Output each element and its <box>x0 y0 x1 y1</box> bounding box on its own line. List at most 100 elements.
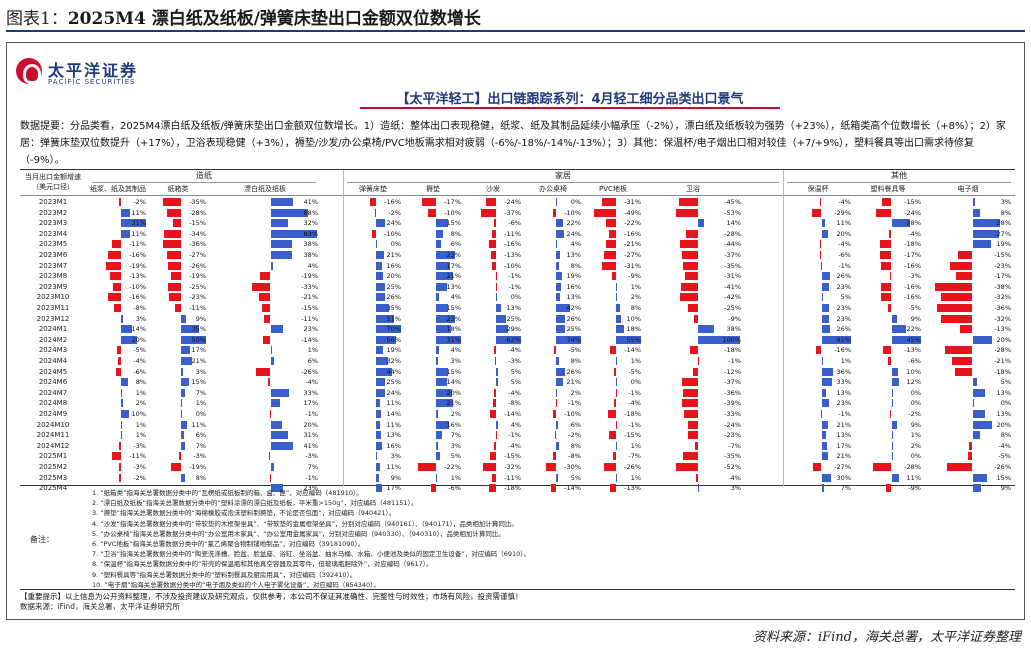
data-label: -37% <box>724 251 741 259</box>
data-label: 35% <box>386 304 401 312</box>
data-label: 23% <box>836 304 851 312</box>
data-bar <box>609 431 616 440</box>
data-bar <box>972 219 1001 228</box>
data-label: 21% <box>836 452 851 461</box>
data-bar <box>687 420 698 429</box>
data-label: 13% <box>996 388 1011 397</box>
data-bar <box>489 240 496 249</box>
data-bar <box>552 410 556 418</box>
data-label: 38% <box>726 325 741 334</box>
data-bar <box>821 452 829 461</box>
data-bar <box>167 261 181 270</box>
data-bar <box>270 346 272 355</box>
data-bar <box>270 420 282 429</box>
data-label: 25% <box>386 378 401 387</box>
data-label: 9% <box>195 314 206 323</box>
data-bar <box>121 229 130 238</box>
data-bar <box>690 346 698 355</box>
data-label: 16% <box>386 261 401 270</box>
data-bar <box>607 410 616 418</box>
data-bar <box>593 208 616 217</box>
data-bar <box>181 378 189 387</box>
data-label: 33% <box>303 388 318 397</box>
data-label: 21% <box>836 420 851 429</box>
data-bar <box>181 325 199 334</box>
data-label: -25% <box>724 304 741 312</box>
data-label: -2% <box>908 410 921 418</box>
data-label: -11% <box>504 229 521 238</box>
data-bar <box>376 378 385 387</box>
data-bar <box>270 208 309 217</box>
data-label: 100% <box>722 335 741 344</box>
data-label: -13% <box>624 484 641 493</box>
data-bar <box>888 229 892 238</box>
data-bar <box>181 431 185 440</box>
row-label: 2023M1 <box>38 198 68 206</box>
data-label: 26% <box>836 325 851 334</box>
data-bar <box>489 452 496 461</box>
data-bar <box>110 272 121 281</box>
data-label: -14% <box>504 410 521 418</box>
data-label: -24% <box>724 420 741 429</box>
data-bar <box>556 261 559 270</box>
data-label: 11% <box>191 420 206 429</box>
data-label: -10% <box>129 282 146 291</box>
data-label: 19% <box>566 272 581 281</box>
data-label: 5% <box>450 452 461 461</box>
row-label: 2025M3 <box>38 473 68 482</box>
data-label: -27% <box>624 251 641 259</box>
data-label: 41% <box>303 198 318 206</box>
data-label: -2% <box>568 431 581 440</box>
data-label: -10% <box>444 208 461 217</box>
data-label: 24% <box>386 388 401 397</box>
data-label: -44% <box>724 240 741 249</box>
data-bar <box>556 240 558 249</box>
data-label: 21% <box>566 378 581 387</box>
data-label: -21% <box>301 293 318 302</box>
data-bar <box>436 378 448 387</box>
data-bar <box>427 208 436 217</box>
data-label: 7% <box>195 388 206 397</box>
data-bar <box>968 441 973 450</box>
data-label: 44% <box>386 367 401 376</box>
data-bar <box>270 431 288 440</box>
data-label: -3% <box>508 357 521 365</box>
data-label: -11% <box>129 452 146 461</box>
group-rule <box>347 182 779 183</box>
data-label: 6% <box>195 431 206 440</box>
data-label: 11% <box>131 229 146 238</box>
data-bar <box>436 335 462 344</box>
data-label: 32% <box>303 219 318 228</box>
data-label: -1% <box>305 410 318 418</box>
data-bar <box>270 229 317 238</box>
data-label: -8% <box>508 399 521 408</box>
data-label: -28% <box>904 463 921 471</box>
data-label: -10% <box>504 261 521 270</box>
data-bar <box>270 357 274 365</box>
data-bar <box>121 314 124 323</box>
row-label: 2023M11 <box>36 304 70 312</box>
report-title: 【太平洋轻工】出口链跟踪系列：4月轻工细分品类出口景气 <box>396 92 744 107</box>
data-label: 1% <box>840 357 851 365</box>
data-bar <box>601 261 616 270</box>
data-grid <box>20 169 1015 486</box>
data-label: 4% <box>307 261 318 270</box>
data-label: 3% <box>450 441 461 450</box>
data-bar <box>436 240 441 249</box>
data-bar <box>181 410 182 418</box>
data-bar <box>609 346 616 355</box>
group-header: 造纸 <box>196 171 212 180</box>
row-label: 2024M2 <box>38 335 68 344</box>
data-label: 21% <box>386 251 401 259</box>
data-bar <box>616 304 620 312</box>
column-header: 弹簧床垫 <box>359 185 387 193</box>
data-bar <box>181 314 186 323</box>
data-label: 1% <box>630 441 641 450</box>
data-label: -15% <box>301 304 318 312</box>
data-label: 8% <box>570 441 581 450</box>
column-header: 漂白纸及纸板 <box>244 185 286 193</box>
data-label: -16% <box>129 293 146 302</box>
row-header: 当月出口金额增速（美元口径） <box>25 173 81 191</box>
data-bar <box>436 325 451 334</box>
data-label: 7% <box>195 441 206 450</box>
